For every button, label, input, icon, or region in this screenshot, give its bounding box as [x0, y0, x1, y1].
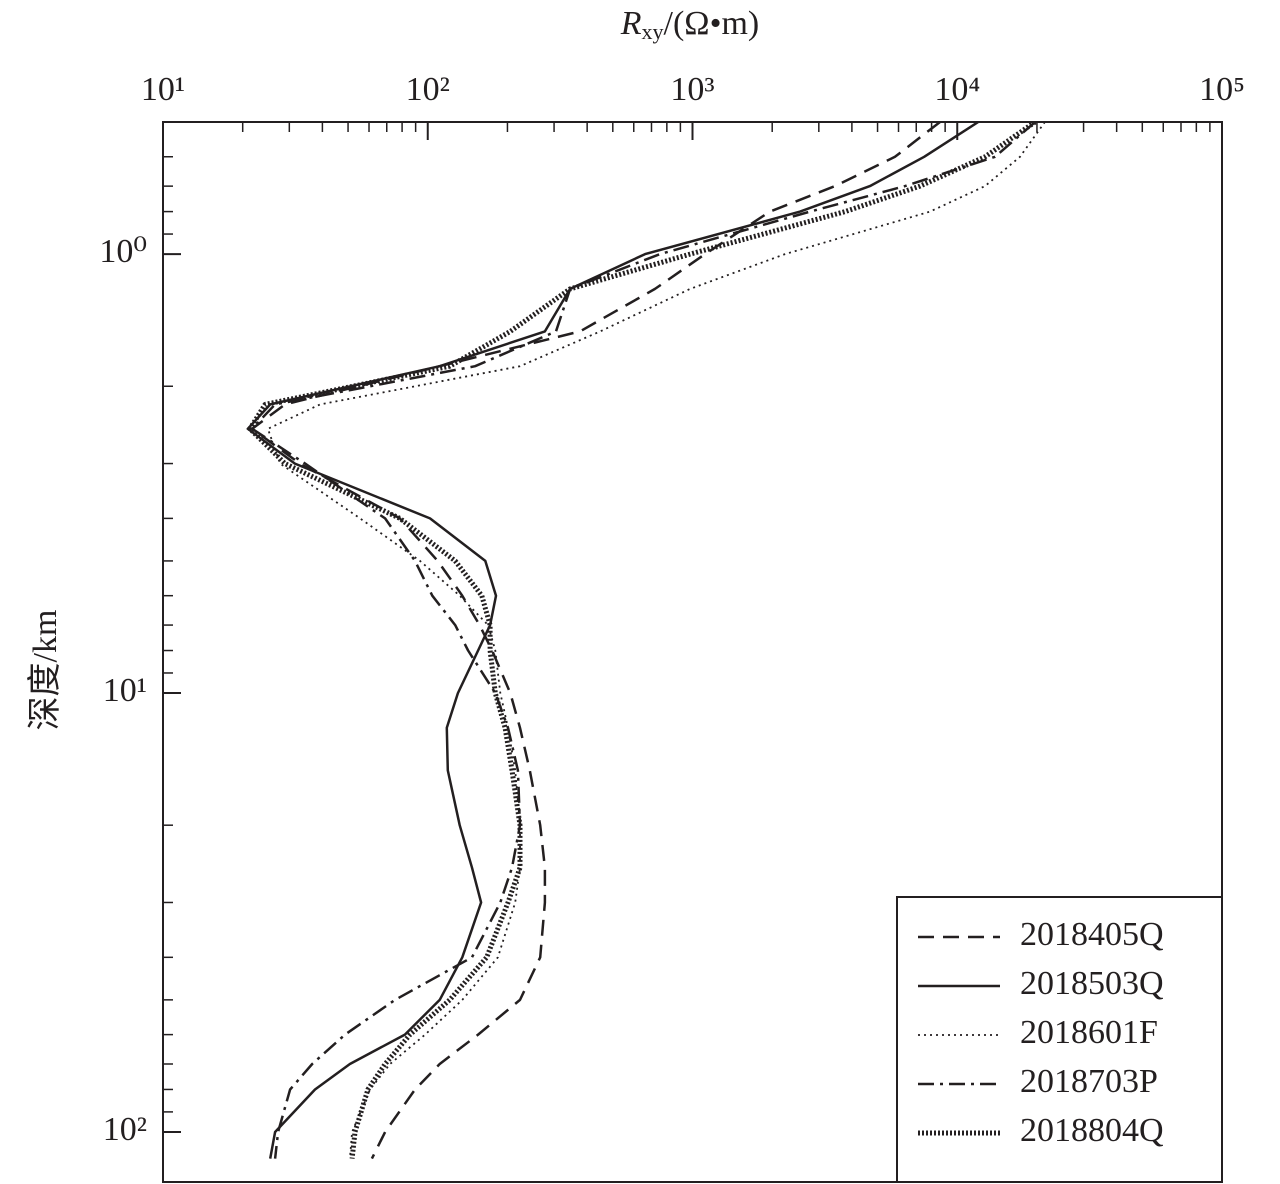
- x-axis-unit: /(Ω•m): [664, 5, 760, 42]
- legend-label: 2018804Q: [1020, 1112, 1164, 1149]
- y-axis-title: 深度/km: [26, 610, 64, 731]
- x-axis-subscript: xy: [642, 19, 664, 44]
- x-tick-label: 10⁵: [1199, 71, 1245, 108]
- series-line: [246, 122, 979, 1159]
- legend-label: 2018703P: [1020, 1063, 1158, 1100]
- x-tick-label: 10⁴: [934, 71, 980, 108]
- series-line: [250, 122, 1036, 1159]
- y-tick-label: 10⁰: [99, 233, 147, 270]
- x-axis-symbol: R: [620, 5, 642, 42]
- x-axis-title: Rxy/(Ω•m): [620, 5, 760, 44]
- series-line: [267, 122, 1046, 1159]
- y-tick-label: 10²: [103, 1111, 147, 1148]
- legend-label: 2018405Q: [1020, 916, 1164, 953]
- series-line: [247, 122, 1037, 1159]
- x-tick-label: 10²: [406, 71, 450, 108]
- x-tick-label: 10¹: [141, 71, 185, 108]
- y-tick-label: 10¹: [103, 672, 147, 709]
- legend-label: 2018601F: [1020, 1014, 1158, 1051]
- x-tick-label: 10³: [670, 71, 714, 108]
- series-line: [250, 122, 941, 1160]
- legend-label: 2018503Q: [1020, 965, 1164, 1002]
